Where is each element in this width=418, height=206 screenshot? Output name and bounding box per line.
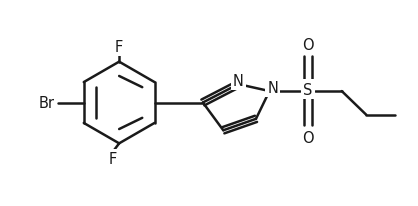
Text: O: O [302,130,314,145]
Text: N: N [267,81,278,96]
Text: Br: Br [38,96,54,110]
Text: O: O [302,37,314,52]
Text: F: F [109,152,117,167]
Text: N: N [233,74,244,89]
Text: F: F [115,39,123,54]
Text: S: S [303,82,313,97]
